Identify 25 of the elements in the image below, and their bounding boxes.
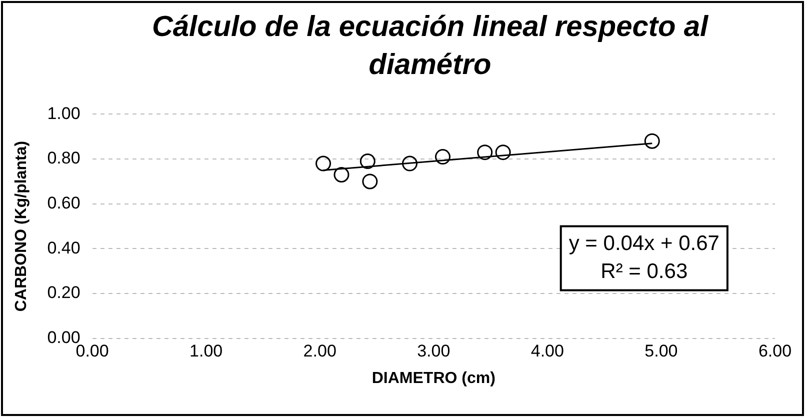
x-tick-label: 2.00 [303,341,336,360]
point [495,144,511,160]
y-axis-title: CARBONO (Kg/planta) [13,140,30,312]
point [316,156,332,172]
point [362,174,378,190]
annotation: R² = 0.63 [600,260,688,284]
y-tick-label: 0.60 [47,194,80,213]
x-tick-label: 5.00 [644,341,678,360]
chart-title: Cálculo de la ecuación lineal respecto al diamétro [150,10,710,83]
point [644,133,660,149]
point [477,144,493,160]
y-tick-label: 1.00 [47,104,80,123]
x-tick-label: 4.00 [530,341,564,360]
x-tick-label: 6.00 [758,341,792,360]
y-tick-label: 0.80 [47,148,80,168]
y-tick-label: 0.20 [47,283,80,302]
point [434,149,450,165]
annotation: y = 0.04x + 0.67 [568,232,720,256]
x-tick-label: 1.00 [190,341,223,360]
x-axis-title: DIAMETRO (cm) [372,370,496,387]
y-tick-label: 0.40 [47,238,80,258]
point [360,154,376,170]
point [334,166,350,182]
x-tick-label: 3.00 [417,341,450,360]
point [402,156,418,172]
